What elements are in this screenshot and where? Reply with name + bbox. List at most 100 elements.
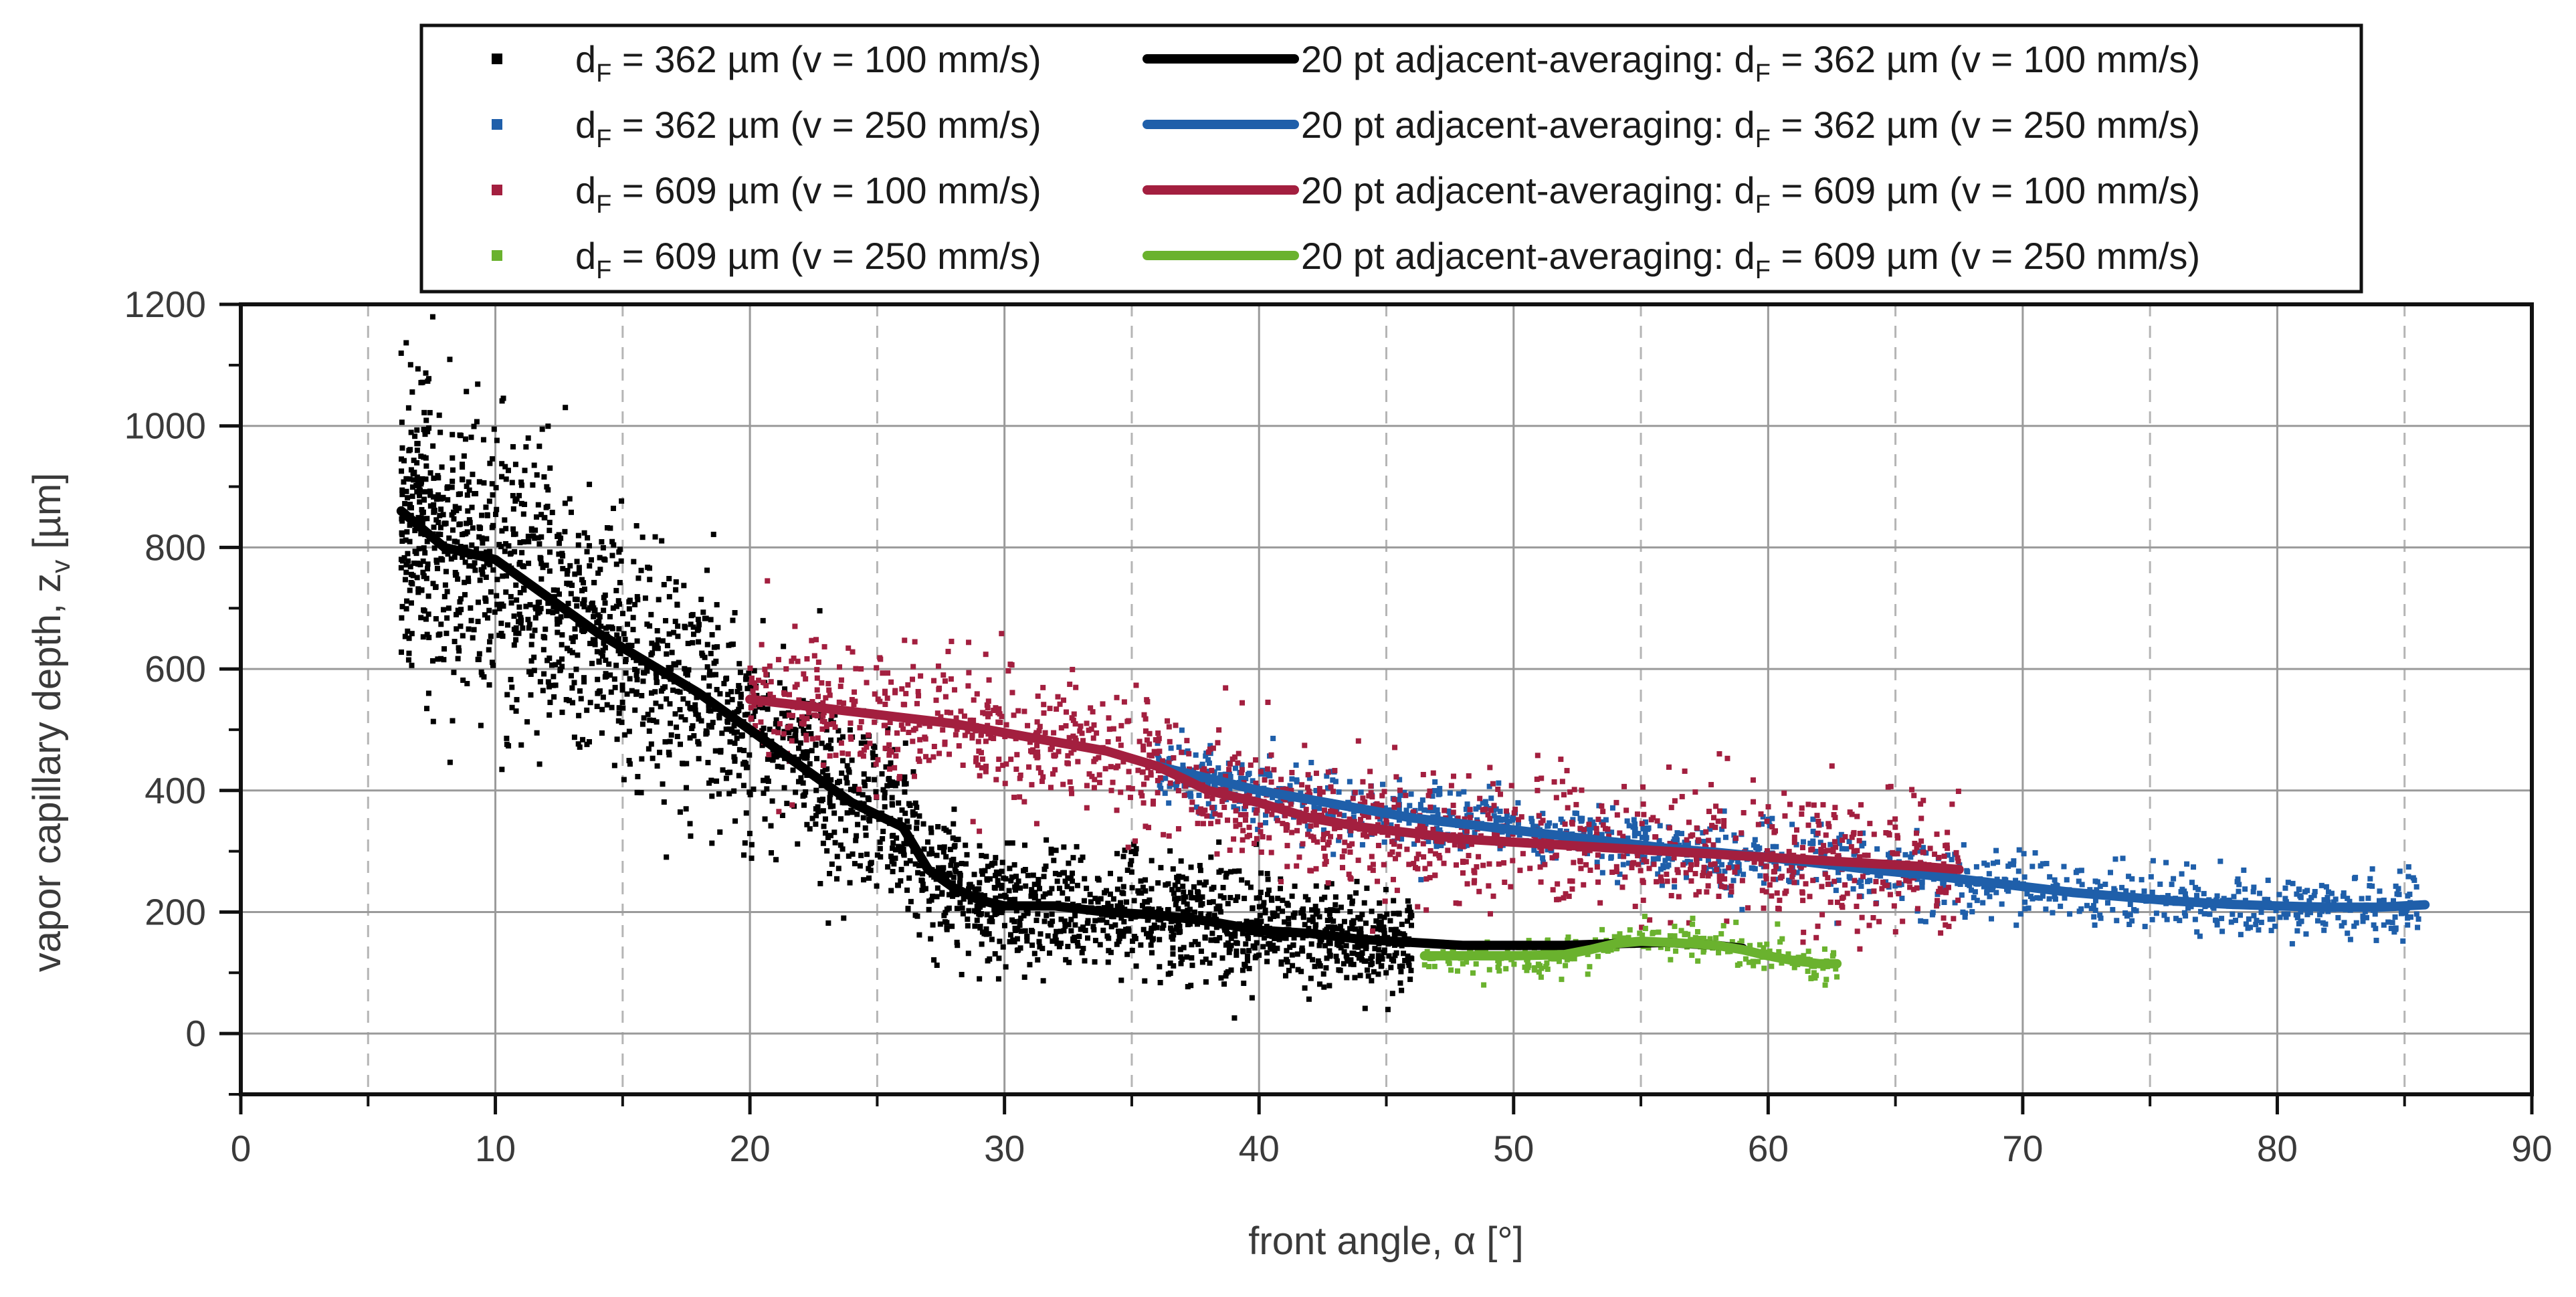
- data-point: [1631, 829, 1638, 835]
- data-point: [508, 594, 514, 600]
- data-point: [1961, 842, 1967, 848]
- data-point: [1375, 843, 1381, 849]
- data-point: [1504, 812, 1510, 818]
- data-point: [1065, 753, 1071, 759]
- data-point: [2415, 916, 2421, 922]
- data-point: [1347, 908, 1353, 914]
- data-point: [1208, 821, 1214, 827]
- data-point: [912, 861, 918, 867]
- data-point: [1107, 870, 1113, 876]
- data-point: [1013, 882, 1019, 888]
- data-point: [1058, 916, 1064, 922]
- data-point: [964, 852, 970, 858]
- data-point: [784, 729, 790, 735]
- data-point: [533, 514, 539, 520]
- data-point: [901, 841, 907, 847]
- data-point: [910, 664, 916, 670]
- data-point: [830, 720, 836, 726]
- data-point: [1630, 824, 1636, 830]
- data-point: [1133, 845, 1139, 852]
- data-point: [1305, 897, 1311, 903]
- data-point: [537, 679, 543, 685]
- data-point: [898, 878, 904, 884]
- data-point: [1283, 935, 1289, 941]
- data-point: [1867, 878, 1873, 884]
- data-point: [2221, 896, 2227, 902]
- data-point: [2165, 893, 2171, 899]
- data-point: [477, 577, 483, 583]
- data-point: [1398, 969, 1404, 975]
- data-point: [904, 841, 910, 847]
- data-point: [884, 695, 890, 701]
- data-point: [892, 688, 898, 694]
- data-point: [1813, 848, 1819, 854]
- data-point: [905, 720, 911, 726]
- data-point: [1198, 949, 1204, 955]
- data-point: [1692, 871, 1698, 877]
- data-point: [973, 890, 979, 896]
- data-point: [974, 917, 980, 923]
- data-point: [716, 791, 722, 797]
- data-point: [1167, 970, 1173, 976]
- data-point: [500, 633, 506, 639]
- data-point: [1284, 959, 1290, 965]
- data-point: [439, 464, 445, 470]
- data-point: [1389, 956, 1395, 962]
- data-point: [1028, 928, 1034, 934]
- data-point: [1539, 848, 1545, 854]
- data-point: [626, 606, 632, 612]
- data-point: [782, 691, 788, 697]
- data-point: [1199, 959, 1205, 965]
- data-point: [1993, 890, 1999, 896]
- data-point: [1407, 914, 1413, 920]
- data-point: [1918, 838, 1924, 844]
- data-point: [1061, 928, 1067, 934]
- data-point: [951, 874, 957, 880]
- data-point: [1836, 877, 1842, 883]
- data-point: [2092, 922, 2098, 928]
- data-point: [708, 724, 714, 730]
- data-point: [1037, 944, 1043, 950]
- data-point: [480, 540, 486, 546]
- data-point: [1233, 948, 1240, 954]
- data-point: [1289, 893, 1295, 899]
- data-point: [1325, 811, 1331, 817]
- data-point: [879, 771, 885, 777]
- data-point: [1207, 960, 1213, 966]
- data-point: [843, 827, 849, 833]
- data-point: [621, 631, 627, 637]
- data-point: [430, 718, 436, 724]
- data-point: [1536, 813, 1542, 819]
- data-point: [916, 722, 922, 728]
- data-point: [792, 623, 798, 629]
- data-point: [1197, 868, 1203, 874]
- data-point: [1284, 843, 1290, 849]
- data-point: [1290, 963, 1296, 969]
- data-point: [793, 732, 799, 738]
- data-point: [1052, 752, 1058, 758]
- data-point: [660, 781, 666, 787]
- data-point: [1118, 928, 1124, 934]
- data-point: [1779, 874, 1785, 880]
- data-point: [857, 863, 863, 869]
- data-point: [622, 659, 628, 665]
- data-point: [723, 676, 729, 682]
- data-point: [1383, 970, 1389, 976]
- data-point: [579, 588, 585, 594]
- data-point: [700, 609, 706, 615]
- data-point: [652, 689, 658, 695]
- data-point: [2411, 877, 2417, 883]
- data-point: [421, 409, 427, 415]
- data-point: [1013, 766, 1019, 772]
- data-point: [1217, 893, 1223, 899]
- data-point: [2242, 886, 2248, 892]
- data-point: [1639, 924, 1645, 930]
- data-point: [1018, 928, 1024, 934]
- data-point: [1097, 917, 1103, 923]
- data-point: [1188, 864, 1194, 870]
- data-point: [575, 652, 581, 658]
- data-point: [1814, 813, 1820, 819]
- data-point: [1149, 886, 1155, 892]
- data-point: [509, 480, 515, 486]
- data-point: [570, 638, 576, 644]
